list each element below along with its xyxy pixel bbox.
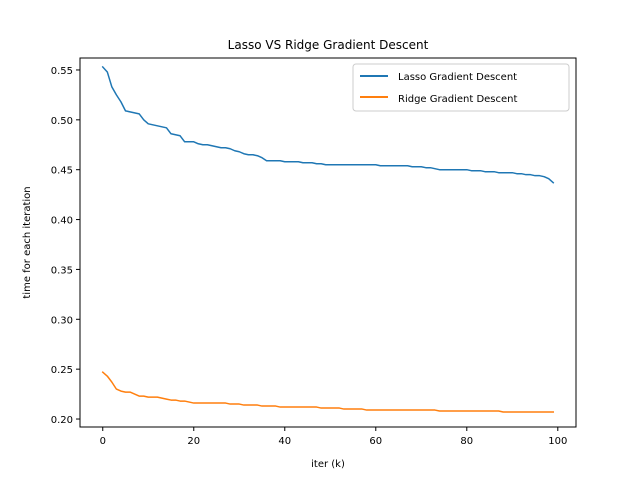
x-tick-label: 100 (548, 436, 567, 447)
x-tick-label: 80 (460, 436, 473, 447)
y-tick-label: 0.40 (51, 216, 73, 227)
x-tick-label: 40 (278, 436, 291, 447)
x-tick-label: 60 (369, 436, 382, 447)
y-tick-label: 0.30 (51, 315, 73, 326)
y-axis: 0.20 0.25 0.30 0.35 0.40 0.45 0.50 0.55 (51, 66, 80, 426)
y-tick-label: 0.35 (51, 265, 73, 276)
x-axis: 0 20 40 60 80 100 (100, 427, 567, 447)
legend-label-ridge: Ridge Gradient Descent (398, 94, 518, 105)
chart-title: Lasso VS Ridge Gradient Descent (228, 38, 429, 52)
y-tick-label: 0.55 (51, 66, 73, 77)
legend-label-lasso: Lasso Gradient Descent (398, 72, 517, 83)
series-line-0 (101, 65, 555, 184)
legend-box (352, 63, 570, 112)
series-line-1 (101, 371, 554, 413)
x-tick-label: 20 (187, 436, 200, 447)
x-tick-label: 0 (100, 436, 106, 447)
x-axis-label: iter (k) (311, 459, 345, 470)
legend: Lasso Gradient Descent Ridge Gradient De… (352, 63, 570, 112)
y-tick-label: 0.50 (51, 116, 73, 127)
y-tick-label: 0.45 (51, 166, 73, 177)
y-tick-label: 0.25 (51, 365, 73, 376)
plot-lines (101, 65, 555, 413)
y-axis-label: time for each iteration (22, 186, 33, 298)
plot-frame (79, 57, 577, 428)
y-tick-label: 0.20 (51, 415, 73, 426)
